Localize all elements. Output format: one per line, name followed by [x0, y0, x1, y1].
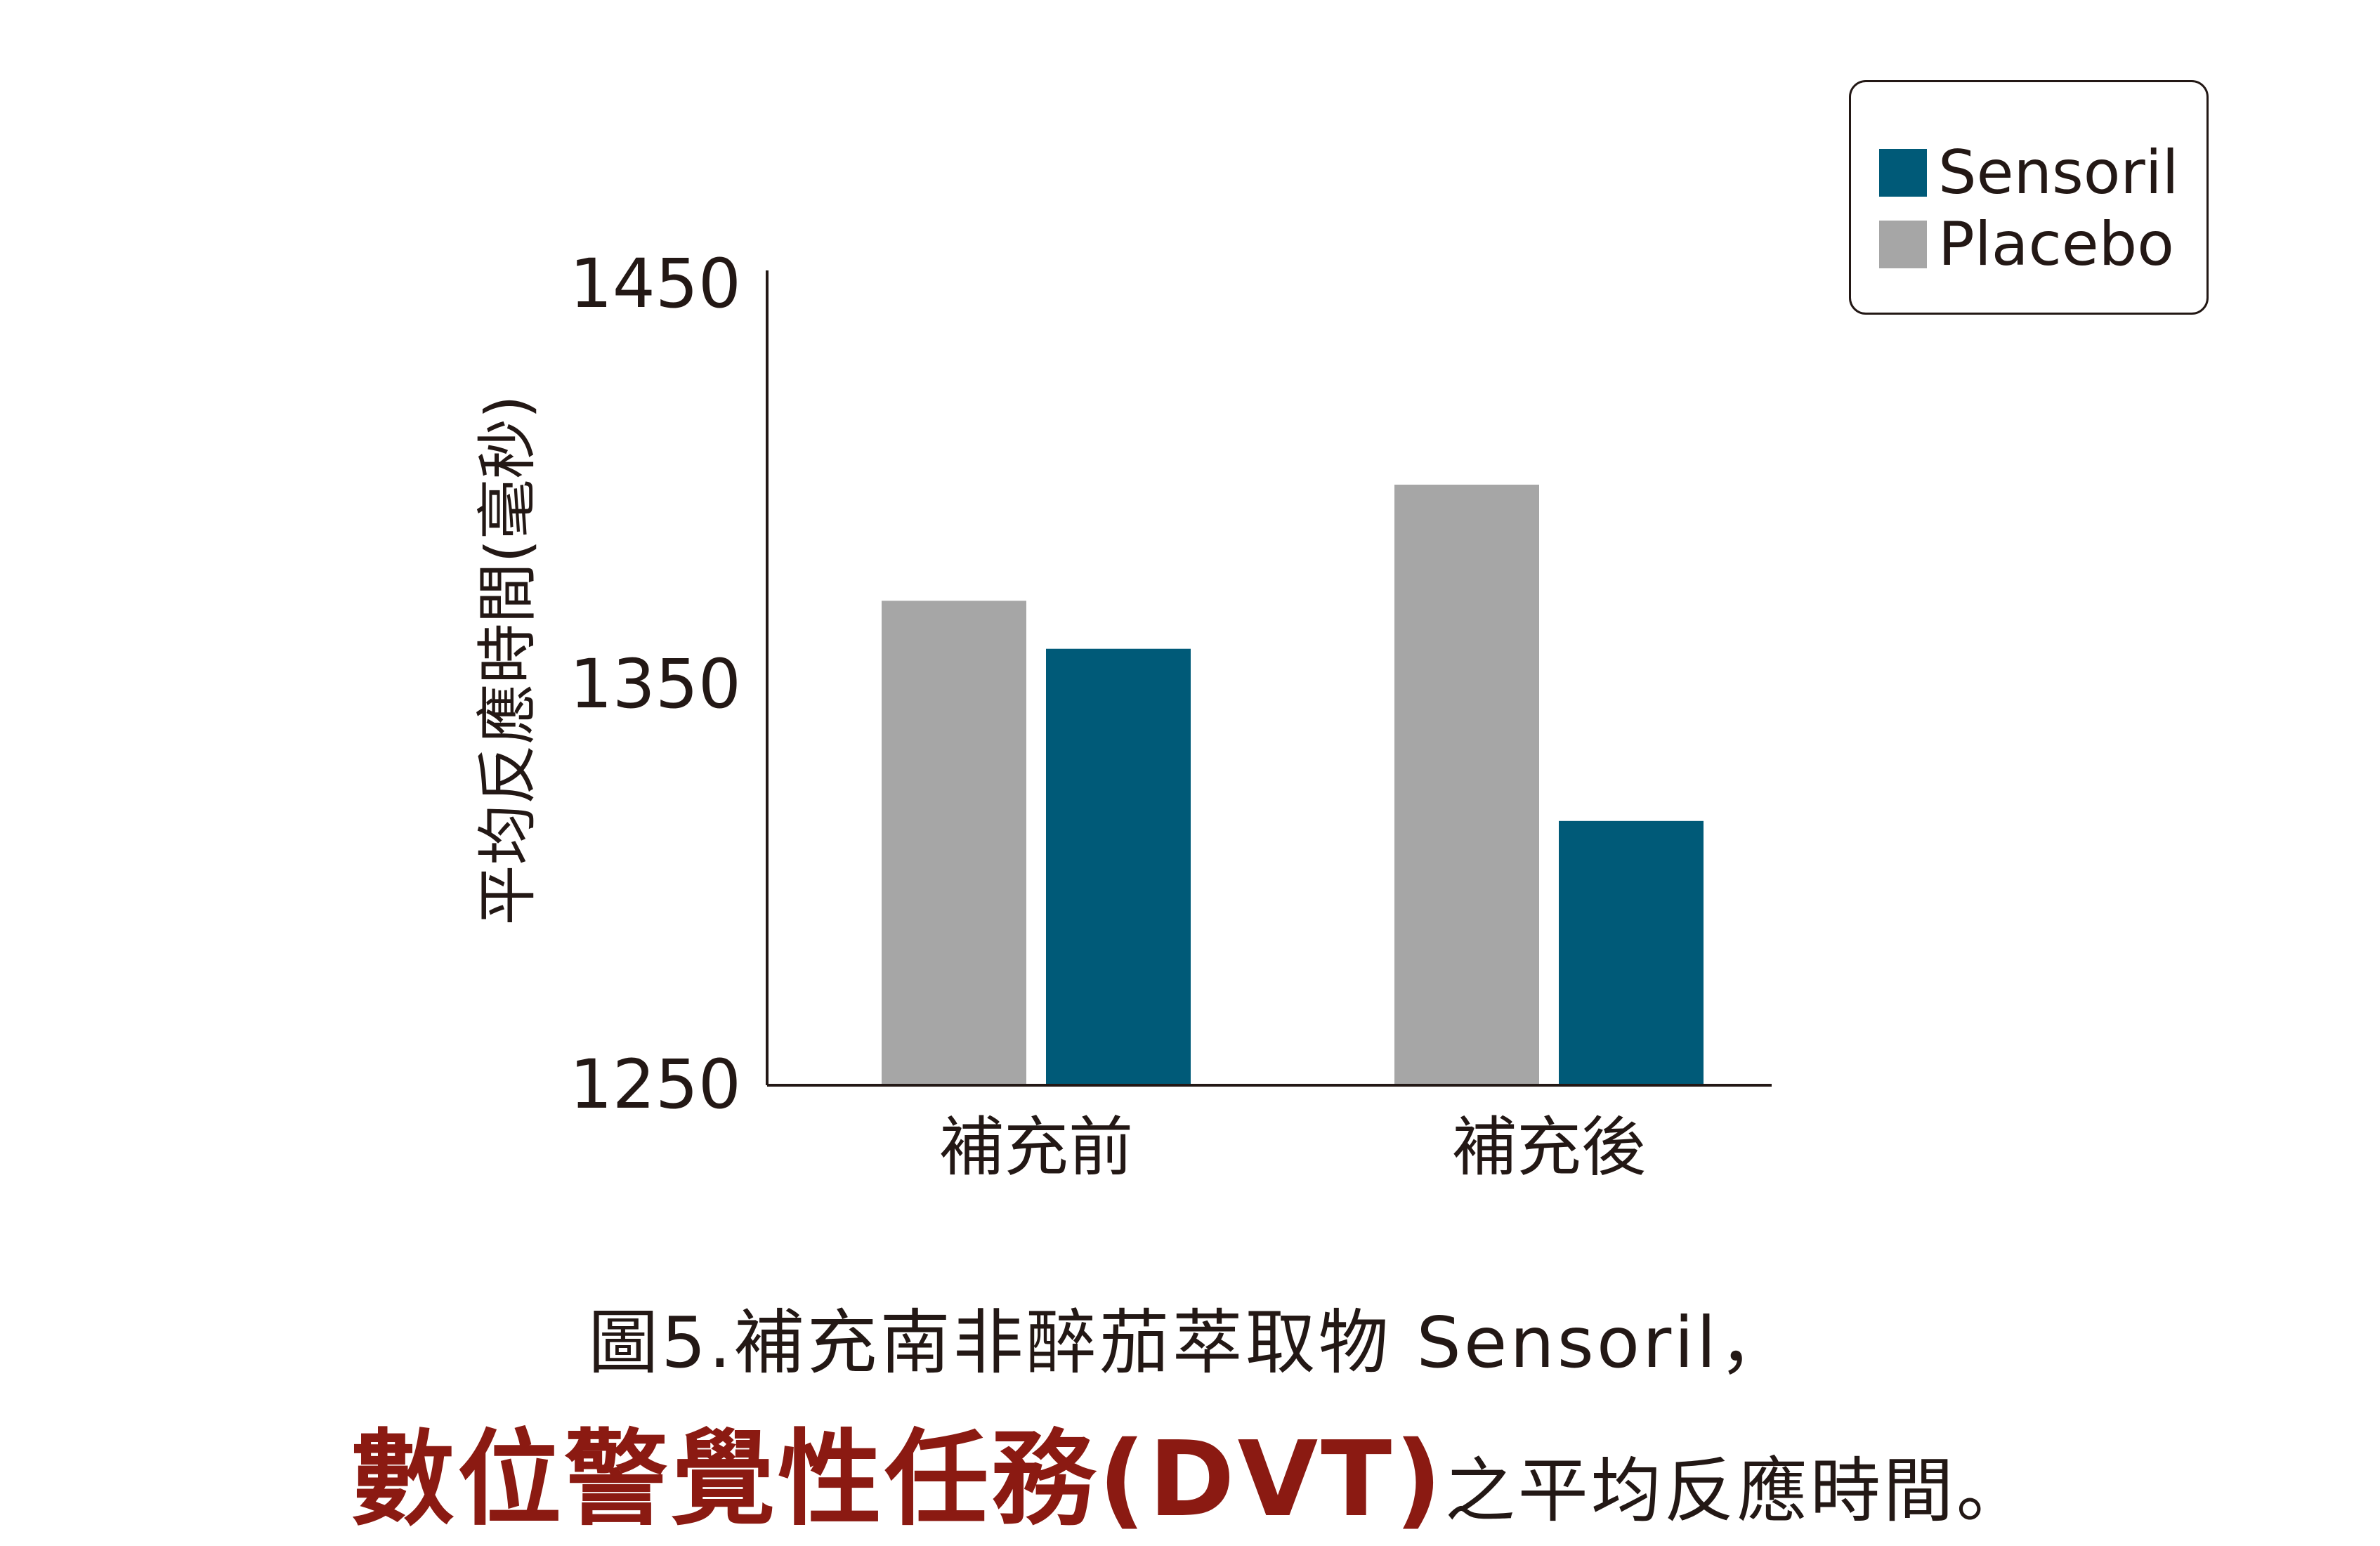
bars-group	[882, 485, 1704, 1085]
caption-line-1: 圖5.補充南非醉茄萃取物 Sensoril，	[588, 1302, 1792, 1384]
legend-item-sensoril: Sensoril	[1879, 143, 2179, 203]
y-axis-label: 平均反應時間(毫秒)	[473, 395, 543, 925]
x-tick-labels: 補充前 補充後	[939, 1110, 1646, 1185]
bar-sensoril-1	[1559, 820, 1704, 1085]
legend-item-placebo: Placebo	[1879, 214, 2174, 275]
legend-label-sensoril: Sensoril	[1938, 138, 2179, 208]
caption-line-2: 數位警覺性任務(DVT)之平均反應時間。	[0, 1394, 2380, 1545]
bar-sensoril-0	[1046, 648, 1191, 1085]
legend-swatch-placebo	[1879, 221, 1927, 268]
caption-rest: 之平均反應時間。	[1444, 1450, 2029, 1532]
y-tick-labels: 1250 1350 1450	[570, 244, 741, 1124]
legend-swatch-sensoril	[1879, 149, 1927, 197]
bar-placebo-1	[1394, 485, 1539, 1085]
x-tick-label-1: 補充後	[1452, 1110, 1646, 1185]
legend: Sensoril Placebo	[1849, 80, 2209, 315]
x-tick-label-0: 補充前	[939, 1110, 1133, 1185]
bar-placebo-0	[882, 601, 1026, 1085]
bar-chart: 1250 1350 1450 補充前 補充後 平均反應時間(毫秒)	[473, 244, 1772, 1185]
y-tick-label-1: 1350	[570, 645, 741, 723]
y-tick-label-2: 1450	[570, 244, 741, 323]
legend-label-placebo: Placebo	[1938, 209, 2174, 280]
caption-highlight: 數位警覺性任務(DVT)	[351, 1419, 1445, 1540]
y-tick-label-0: 1250	[570, 1045, 741, 1124]
